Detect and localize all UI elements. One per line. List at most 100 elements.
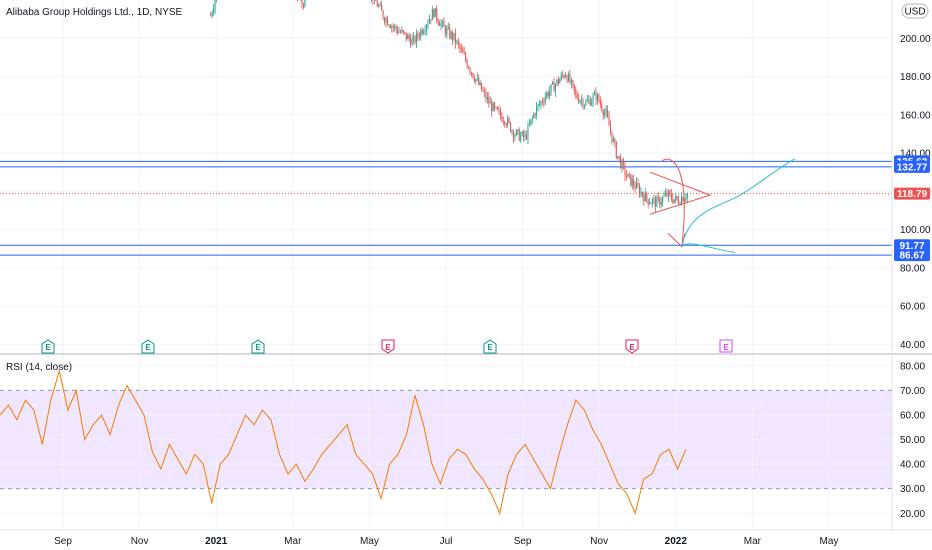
candle-body <box>478 78 480 85</box>
candle-body <box>421 30 423 34</box>
candle-body <box>586 100 588 102</box>
candle-body <box>665 193 667 196</box>
earnings-event-icon[interactable]: E <box>625 339 639 354</box>
candle-body <box>647 199 649 205</box>
candle-body <box>454 33 457 44</box>
candle-body <box>609 125 612 132</box>
candle-body <box>547 92 549 97</box>
candle-body <box>627 173 629 177</box>
earnings-event-icon[interactable]: E <box>251 339 265 354</box>
candle <box>567 71 570 83</box>
time-axis[interactable]: Sep Nov 2021 Mar May Jul Sep Nov 2022 Mar May <box>54 536 838 547</box>
rsi-tick-label: 40.00 <box>900 460 925 471</box>
candle <box>673 199 675 204</box>
candle-body <box>598 94 600 102</box>
candle-body <box>441 21 444 24</box>
candle-body <box>651 199 654 203</box>
candle <box>211 10 213 19</box>
candle-body <box>446 28 448 35</box>
candle-body <box>567 73 570 82</box>
candle <box>486 91 488 104</box>
earnings-event-icon[interactable]: E <box>41 339 55 354</box>
candle <box>397 25 399 36</box>
candle-body <box>486 97 488 100</box>
candle-body <box>633 179 635 186</box>
earnings-event-icon[interactable]: E <box>381 339 395 354</box>
rsi-axis[interactable]: 20.00 30.00 40.00 50.00 60.00 70.00 80.00 <box>900 361 925 519</box>
candle <box>686 192 688 204</box>
candle-body <box>420 30 422 38</box>
candle <box>427 19 429 29</box>
candle <box>543 97 545 108</box>
candle <box>646 191 648 203</box>
candle-body <box>654 198 656 207</box>
candle-body <box>618 156 620 158</box>
candle-body <box>508 118 510 123</box>
candle-body <box>599 101 601 105</box>
candle <box>605 104 607 118</box>
candle <box>617 156 619 160</box>
rsi-title: RSI (14, close) <box>6 362 72 373</box>
rsi-plot <box>0 370 687 515</box>
candle-body <box>483 91 486 93</box>
earnings-event-icon[interactable]: E <box>141 339 155 354</box>
candle <box>608 111 610 126</box>
earnings-badge-label: E <box>255 343 261 352</box>
candle-body <box>679 203 681 205</box>
currency-button[interactable]: USD <box>901 3 929 19</box>
candle-body <box>501 115 503 122</box>
y-tick-label: 180.00 <box>900 72 931 83</box>
candle <box>491 98 493 117</box>
candle-body <box>543 102 545 104</box>
candle <box>651 197 654 208</box>
candle-body <box>638 186 640 195</box>
price-badge-box <box>894 160 930 173</box>
candle <box>598 93 600 103</box>
earnings-event-icon[interactable]: E <box>719 339 733 353</box>
candle <box>536 101 538 120</box>
candle-body <box>660 202 662 205</box>
candle-body <box>663 195 665 197</box>
candle <box>412 32 415 45</box>
candle <box>685 193 687 203</box>
candle-body <box>485 92 487 100</box>
candle <box>407 33 409 40</box>
candle <box>602 109 604 120</box>
candle-body <box>605 109 607 113</box>
earnings-event-icon[interactable]: E <box>483 339 497 354</box>
candle-body <box>594 92 596 96</box>
candle <box>554 82 556 97</box>
candle <box>583 104 585 110</box>
candle-body <box>494 103 496 108</box>
candle <box>439 20 441 27</box>
candle-body <box>434 8 436 18</box>
x-tick-label: Jul <box>440 536 453 547</box>
candle <box>450 30 452 41</box>
candle <box>599 96 601 109</box>
candle-body <box>476 78 478 80</box>
candle-body <box>507 118 509 126</box>
candle <box>302 2 304 10</box>
candle-body <box>389 25 391 28</box>
candle <box>216 0 217 3</box>
candle-body <box>511 130 513 132</box>
candle <box>511 129 513 136</box>
candle <box>385 15 387 28</box>
candle-body <box>537 104 539 107</box>
candle-body <box>456 40 458 44</box>
candle-body <box>466 60 468 67</box>
candle <box>662 195 664 207</box>
candle-body <box>524 134 526 138</box>
candle <box>495 106 497 109</box>
candle <box>418 31 420 41</box>
candle-body <box>412 36 415 39</box>
candle <box>384 16 386 25</box>
candle <box>665 188 667 197</box>
candle-body <box>499 110 501 116</box>
candle-body <box>397 29 399 33</box>
candle <box>588 94 590 105</box>
candle-body <box>489 102 491 104</box>
candle <box>611 131 613 145</box>
